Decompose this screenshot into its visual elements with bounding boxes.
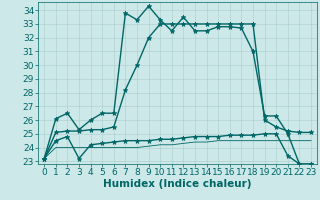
X-axis label: Humidex (Indice chaleur): Humidex (Indice chaleur)	[103, 179, 252, 189]
